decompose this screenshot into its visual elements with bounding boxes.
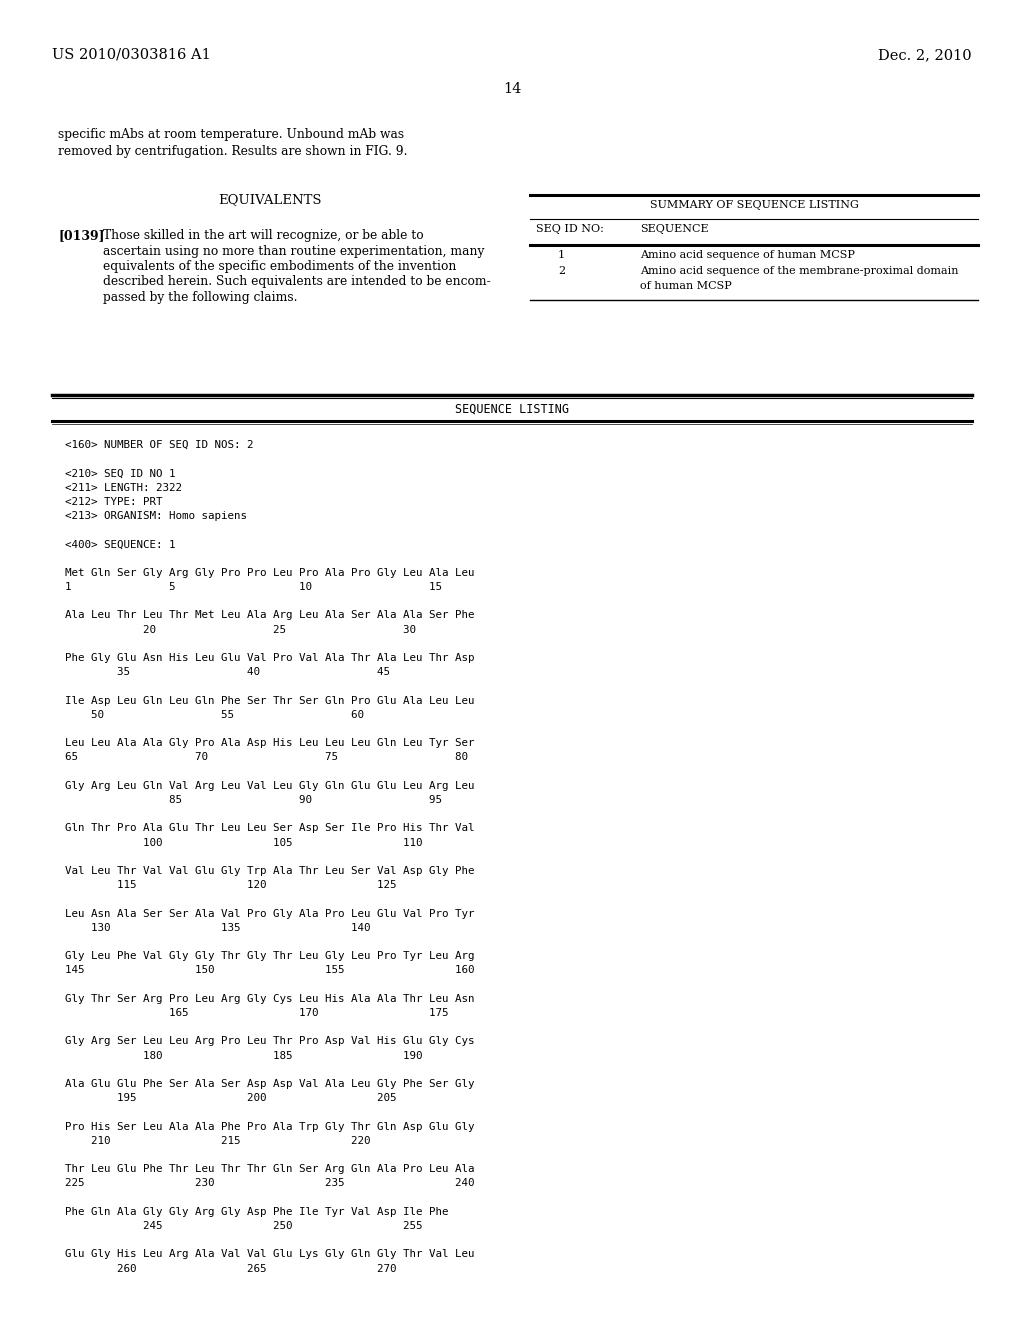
Text: 245                 250                 255: 245 250 255 [65, 1221, 423, 1232]
Text: 35                  40                  45: 35 40 45 [65, 667, 390, 677]
Text: 115                 120                 125: 115 120 125 [65, 880, 396, 890]
Text: Pro His Ser Leu Ala Ala Phe Pro Ala Trp Gly Thr Gln Asp Glu Gly: Pro His Ser Leu Ala Ala Phe Pro Ala Trp … [65, 1122, 474, 1131]
Text: 20                  25                  30: 20 25 30 [65, 624, 416, 635]
Text: Gln Thr Pro Ala Glu Thr Leu Leu Ser Asp Ser Ile Pro His Thr Val: Gln Thr Pro Ala Glu Thr Leu Leu Ser Asp … [65, 824, 474, 833]
Text: Ala Glu Glu Phe Ser Ala Ser Asp Asp Val Ala Leu Gly Phe Ser Gly: Ala Glu Glu Phe Ser Ala Ser Asp Asp Val … [65, 1078, 474, 1089]
Text: Gly Arg Leu Gln Val Arg Leu Val Leu Gly Gln Glu Glu Leu Arg Leu: Gly Arg Leu Gln Val Arg Leu Val Leu Gly … [65, 781, 474, 791]
Text: equivalents of the specific embodiments of the invention: equivalents of the specific embodiments … [103, 260, 457, 273]
Text: SUMMARY OF SEQUENCE LISTING: SUMMARY OF SEQUENCE LISTING [649, 201, 858, 210]
Text: Val Leu Thr Val Val Glu Gly Trp Ala Thr Leu Ser Val Asp Gly Phe: Val Leu Thr Val Val Glu Gly Trp Ala Thr … [65, 866, 474, 876]
Text: described herein. Such equivalents are intended to be encom-: described herein. Such equivalents are i… [103, 276, 490, 289]
Text: <213> ORGANISM: Homo sapiens: <213> ORGANISM: Homo sapiens [65, 511, 247, 521]
Text: Gly Leu Phe Val Gly Gly Thr Gly Thr Leu Gly Leu Pro Tyr Leu Arg: Gly Leu Phe Val Gly Gly Thr Gly Thr Leu … [65, 952, 474, 961]
Text: Gly Thr Ser Arg Pro Leu Arg Gly Cys Leu His Ala Ala Thr Leu Asn: Gly Thr Ser Arg Pro Leu Arg Gly Cys Leu … [65, 994, 474, 1003]
Text: US 2010/0303816 A1: US 2010/0303816 A1 [52, 48, 211, 62]
Text: ascertain using no more than routine experimentation, many: ascertain using no more than routine exp… [103, 244, 484, 257]
Text: Phe Gln Ala Gly Gly Arg Gly Asp Phe Ile Tyr Val Asp Ile Phe: Phe Gln Ala Gly Gly Arg Gly Asp Phe Ile … [65, 1206, 449, 1217]
Text: 50                  55                  60: 50 55 60 [65, 710, 364, 719]
Text: 210                 215                 220: 210 215 220 [65, 1135, 371, 1146]
Text: 260                 265                 270: 260 265 270 [65, 1263, 396, 1274]
Text: 2: 2 [558, 267, 565, 276]
Text: SEQ ID NO:: SEQ ID NO: [536, 224, 604, 234]
Text: [0139]: [0139] [58, 228, 104, 242]
Text: Gly Arg Ser Leu Leu Arg Pro Leu Thr Pro Asp Val His Glu Gly Cys: Gly Arg Ser Leu Leu Arg Pro Leu Thr Pro … [65, 1036, 474, 1047]
Text: 14: 14 [503, 82, 521, 96]
Text: Ile Asp Leu Gln Leu Gln Phe Ser Thr Ser Gln Pro Glu Ala Leu Leu: Ile Asp Leu Gln Leu Gln Phe Ser Thr Ser … [65, 696, 474, 706]
Text: <210> SEQ ID NO 1: <210> SEQ ID NO 1 [65, 469, 175, 478]
Text: EQUIVALENTS: EQUIVALENTS [218, 193, 322, 206]
Text: 145                 150                 155                 160: 145 150 155 160 [65, 965, 474, 975]
Text: 100                 105                 110: 100 105 110 [65, 838, 423, 847]
Text: Phe Gly Glu Asn His Leu Glu Val Pro Val Ala Thr Ala Leu Thr Asp: Phe Gly Glu Asn His Leu Glu Val Pro Val … [65, 653, 474, 663]
Text: Ala Leu Thr Leu Thr Met Leu Ala Arg Leu Ala Ser Ala Ala Ser Phe: Ala Leu Thr Leu Thr Met Leu Ala Arg Leu … [65, 610, 474, 620]
Text: Dec. 2, 2010: Dec. 2, 2010 [879, 48, 972, 62]
Text: 180                 185                 190: 180 185 190 [65, 1051, 423, 1060]
Text: 130                 135                 140: 130 135 140 [65, 923, 371, 933]
Text: <400> SEQUENCE: 1: <400> SEQUENCE: 1 [65, 540, 175, 549]
Text: specific mAbs at room temperature. Unbound mAb was: specific mAbs at room temperature. Unbou… [58, 128, 404, 141]
Text: 195                 200                 205: 195 200 205 [65, 1093, 396, 1104]
Text: 1               5                   10                  15: 1 5 10 15 [65, 582, 442, 591]
Text: Those skilled in the art will recognize, or be able to: Those skilled in the art will recognize,… [103, 228, 424, 242]
Text: Amino acid sequence of the membrane-proximal domain: Amino acid sequence of the membrane-prox… [640, 267, 958, 276]
Text: Amino acid sequence of human MCSP: Amino acid sequence of human MCSP [640, 249, 855, 260]
Text: passed by the following claims.: passed by the following claims. [103, 290, 298, 304]
Text: <212> TYPE: PRT: <212> TYPE: PRT [65, 496, 163, 507]
Text: of human MCSP: of human MCSP [640, 281, 732, 290]
Text: 1: 1 [558, 249, 565, 260]
Text: Thr Leu Glu Phe Thr Leu Thr Thr Gln Ser Arg Gln Ala Pro Leu Ala: Thr Leu Glu Phe Thr Leu Thr Thr Gln Ser … [65, 1164, 474, 1175]
Text: <211> LENGTH: 2322: <211> LENGTH: 2322 [65, 483, 182, 492]
Text: <160> NUMBER OF SEQ ID NOS: 2: <160> NUMBER OF SEQ ID NOS: 2 [65, 440, 254, 450]
Text: removed by centrifugation. Results are shown in FIG. 9.: removed by centrifugation. Results are s… [58, 145, 408, 158]
Text: 65                  70                  75                  80: 65 70 75 80 [65, 752, 468, 763]
Text: Met Gln Ser Gly Arg Gly Pro Pro Leu Pro Ala Pro Gly Leu Ala Leu: Met Gln Ser Gly Arg Gly Pro Pro Leu Pro … [65, 568, 474, 578]
Text: Glu Gly His Leu Arg Ala Val Val Glu Lys Gly Gln Gly Thr Val Leu: Glu Gly His Leu Arg Ala Val Val Glu Lys … [65, 1250, 474, 1259]
Text: 85                  90                  95: 85 90 95 [65, 795, 442, 805]
Text: SEQUENCE LISTING: SEQUENCE LISTING [455, 403, 569, 416]
Text: Leu Leu Ala Ala Gly Pro Ala Asp His Leu Leu Leu Gln Leu Tyr Ser: Leu Leu Ala Ala Gly Pro Ala Asp His Leu … [65, 738, 474, 748]
Text: 225                 230                 235                 240: 225 230 235 240 [65, 1179, 474, 1188]
Text: SEQUENCE: SEQUENCE [640, 224, 709, 234]
Text: Leu Asn Ala Ser Ser Ala Val Pro Gly Ala Pro Leu Glu Val Pro Tyr: Leu Asn Ala Ser Ser Ala Val Pro Gly Ala … [65, 908, 474, 919]
Text: 165                 170                 175: 165 170 175 [65, 1008, 449, 1018]
